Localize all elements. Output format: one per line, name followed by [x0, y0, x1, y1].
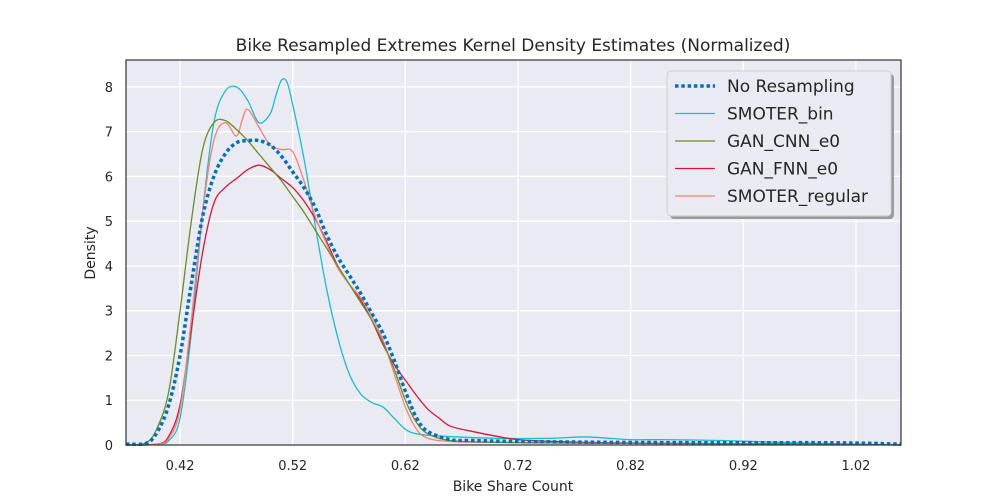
- y-tick-label: 7: [105, 126, 113, 141]
- x-tick-label: 0.42: [166, 459, 195, 474]
- axis-ticks: 0.42 0.52 0.62 0.72 0.82 0.92 1.02 0 1 2 3 4 5 6 7 8: [105, 81, 871, 474]
- y-tick-label: 6: [105, 170, 113, 185]
- legend-label: No Resampling: [727, 77, 855, 97]
- y-tick-label: 1: [105, 394, 113, 409]
- y-tick-label: 5: [105, 215, 113, 230]
- plot-frame: [125, 59, 902, 446]
- x-tick-label: 0.82: [616, 459, 645, 474]
- x-tick-label: 0.52: [278, 459, 307, 474]
- x-tick-label: 0.92: [729, 459, 758, 474]
- series-line-smoter-bin: [125, 78, 902, 446]
- series-line-no-resampling: [125, 138, 902, 447]
- y-tick-label: 2: [105, 349, 113, 364]
- y-tick-label: 3: [105, 305, 113, 320]
- series-lines: [125, 78, 902, 447]
- legend-label: GAN_FNN_e0: [727, 160, 838, 180]
- x-axis-label: Bike Share Count: [453, 479, 574, 495]
- series-line-gan-cnn-e0: [125, 118, 902, 446]
- legend-label: SMOTER_regular: [727, 187, 868, 207]
- legend-label: SMOTER_bin: [727, 105, 834, 125]
- legend: No Resampling SMOTER_bin GAN_CNN_e0 GAN_FNN…: [666, 70, 894, 219]
- y-tick-label: 4: [105, 260, 113, 275]
- legend-label: GAN_CNN_e0: [727, 132, 840, 152]
- x-tick-label: 0.72: [504, 459, 533, 474]
- y-tick-label: 8: [105, 81, 113, 96]
- y-axis-label: Density: [83, 226, 99, 279]
- y-tick-label: 0: [105, 439, 113, 454]
- chart-title: Bike Resampled Extremes Kernel Density E…: [236, 36, 791, 56]
- x-tick-label: 1.02: [841, 459, 870, 474]
- x-tick-label: 0.62: [391, 459, 420, 474]
- legend-box: [666, 70, 892, 217]
